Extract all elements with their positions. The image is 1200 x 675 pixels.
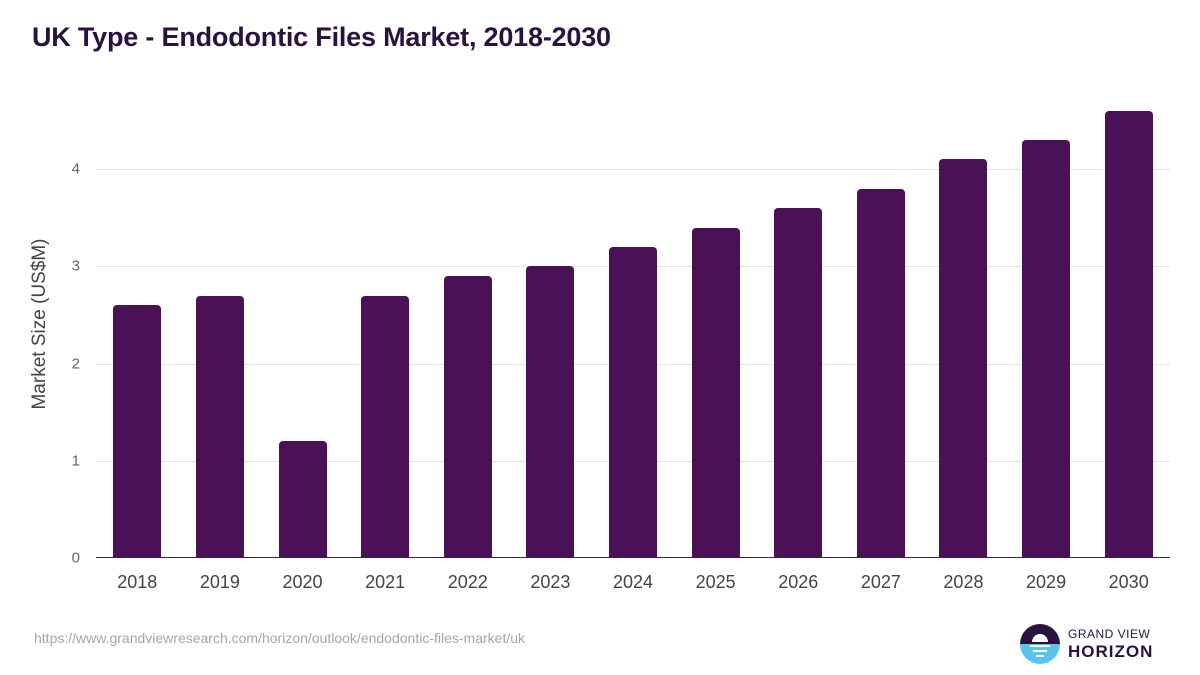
x-tick-label: 2026 <box>778 572 819 592</box>
y-tick-label: 1 <box>71 452 80 470</box>
bar-2022[interactable] <box>443 276 492 558</box>
bar-2028[interactable] <box>939 159 988 558</box>
plot-area <box>96 72 1170 558</box>
x-tick-label: 2020 <box>282 572 323 592</box>
x-tick-label: 2021 <box>365 572 406 592</box>
grand-view-horizon-logo: GRAND VIEW HORIZON <box>1020 624 1170 664</box>
horizon-logo-icon <box>1020 624 1060 664</box>
bar-2021[interactable] <box>361 295 410 558</box>
x-tick-label: 2024 <box>612 572 654 592</box>
bar-2026[interactable] <box>774 208 823 558</box>
bar-2027[interactable] <box>856 188 905 558</box>
bar-2024[interactable] <box>609 246 657 558</box>
x-tick-label: 2028 <box>943 572 984 592</box>
bar-2030[interactable] <box>1104 110 1153 558</box>
y-tick-label: 2 <box>71 355 80 373</box>
bar-2019[interactable] <box>195 295 244 558</box>
bar-2025[interactable] <box>691 227 740 558</box>
bar-2018[interactable] <box>113 305 162 558</box>
x-tick-label: 2025 <box>695 572 736 592</box>
y-axis-label: Market Size (US$M) <box>29 238 50 410</box>
gridline <box>96 169 1170 171</box>
logo-text-horizon: HORIZON <box>1068 642 1154 661</box>
y-tick-label: 4 <box>71 160 80 178</box>
y-tick-label: 0 <box>71 549 80 567</box>
x-tick-label: 2029 <box>1026 572 1067 592</box>
bar-2023[interactable] <box>526 266 575 558</box>
chart-title: UK Type - Endodontic Files Market, 2018-… <box>32 22 611 52</box>
source-url[interactable]: https://www.grandviewresearch.com/horizo… <box>34 630 526 646</box>
y-tick-label: 3 <box>71 257 80 275</box>
bar-2029[interactable] <box>1022 140 1071 558</box>
logo-text-grand-view: GRAND VIEW <box>1068 627 1151 641</box>
x-tick-label: 2022 <box>447 572 488 592</box>
x-tick-label: 2030 <box>1108 572 1149 592</box>
bar-2020[interactable] <box>278 441 327 558</box>
x-tick-label: 2018 <box>117 572 158 592</box>
x-tick-label: 2023 <box>530 572 571 592</box>
x-tick-label: 2019 <box>199 572 240 592</box>
x-tick-label: 2027 <box>860 572 901 592</box>
